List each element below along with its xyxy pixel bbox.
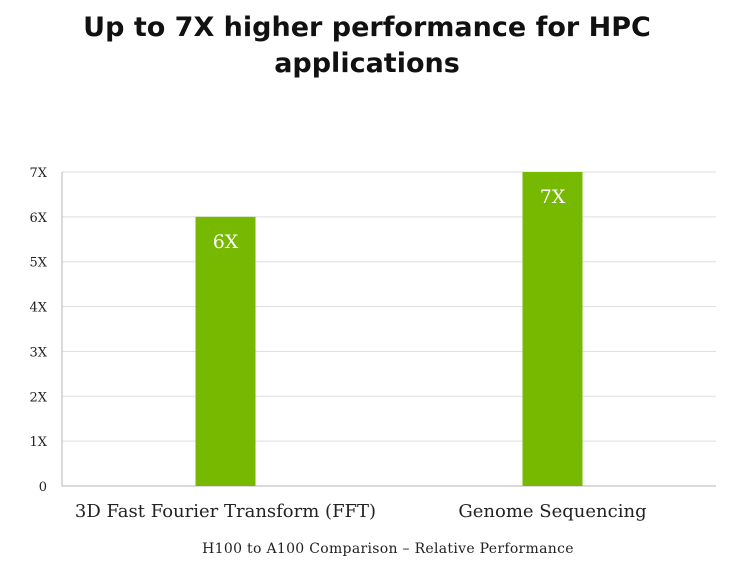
category-labels: 3D Fast Fourier Transform (FFT) Genome Se… bbox=[75, 501, 647, 522]
chart-title: Up to 7X higher performance for HPC appl… bbox=[0, 10, 734, 82]
bar-data-label: 6X bbox=[213, 231, 239, 253]
chart-title-line-1: Up to 7X higher performance for HPC bbox=[83, 12, 651, 43]
y-tick-label: 6X bbox=[29, 211, 47, 226]
category-label: Genome Sequencing bbox=[458, 501, 646, 522]
axes bbox=[61, 172, 716, 487]
y-tick-label: 2X bbox=[29, 390, 47, 405]
bars: 6X 7X bbox=[195, 172, 583, 486]
bar bbox=[522, 172, 583, 486]
category-label: 3D Fast Fourier Transform (FFT) bbox=[75, 501, 376, 522]
y-tick-label: 4X bbox=[29, 301, 47, 316]
y-tick-label: 5X bbox=[29, 256, 47, 271]
grid-lines bbox=[62, 171, 716, 442]
y-tick-label: 1X bbox=[29, 435, 47, 450]
chart-title-line-2: applications bbox=[274, 48, 460, 79]
y-tick-labels: 0 1X 2X 3X 4X 5X 6X 7X bbox=[29, 166, 47, 495]
y-tick-label: 3X bbox=[29, 345, 47, 360]
y-tick-label: 0 bbox=[39, 480, 47, 495]
bar-data-label: 7X bbox=[540, 186, 566, 208]
y-tick-label: 7X bbox=[29, 166, 47, 181]
bar bbox=[195, 216, 256, 486]
x-axis-label: H100 to A100 Comparison – Relative Perfo… bbox=[202, 541, 574, 557]
